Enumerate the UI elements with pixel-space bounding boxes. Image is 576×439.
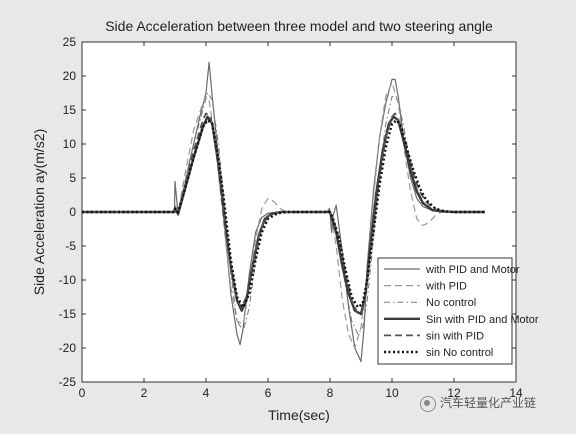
x-tick-label: 6 — [265, 386, 272, 400]
axis-ticks: 0 2 4 6 8 10 12 14 25 20 15 10 5 0 -5 -10 -15 -20 -25 — [59, 35, 523, 400]
y-tick-label: 25 — [63, 35, 77, 49]
y-tick-label: 0 — [69, 205, 76, 219]
y-tick-label: -10 — [59, 273, 77, 287]
y-tick-label: -5 — [65, 239, 76, 253]
y-tick-label: 15 — [63, 103, 77, 117]
legend-label: sin No control — [426, 347, 493, 359]
legend-label: with PID and Motor — [425, 264, 520, 276]
watermark-text: 汽车轻量化产业链 — [440, 396, 537, 410]
y-axis-label: Side Acceleration ay(m/s2) — [31, 129, 47, 296]
x-tick-label: 2 — [141, 386, 148, 400]
x-tick-label: 8 — [327, 386, 334, 400]
series-group — [82, 61, 485, 363]
series-line — [82, 112, 485, 315]
x-tick-label: 10 — [385, 386, 399, 400]
legend-label: sin with PID — [426, 330, 484, 342]
legend-label: with PID — [425, 281, 467, 293]
x-tick-label: 0 — [79, 386, 86, 400]
x-tick-label: 4 — [203, 386, 210, 400]
legend-label: No control — [426, 297, 476, 309]
watermark: 汽车轻量化产业链 — [420, 394, 536, 412]
wechat-bubble-icon — [420, 395, 436, 412]
y-tick-label: -20 — [59, 341, 77, 355]
legend-box — [377, 257, 513, 365]
y-tick-label: 5 — [69, 171, 76, 185]
y-tick-label: 20 — [63, 69, 77, 83]
x-tick-label: 14 — [509, 386, 523, 400]
chart-title: Side Acceleration between three model an… — [105, 18, 493, 34]
series-line — [82, 115, 485, 316]
series-line — [82, 118, 485, 309]
y-tick-label: -15 — [59, 307, 77, 321]
y-tick-label: 10 — [63, 137, 77, 151]
legend: with PID and Motor with PID No control Sin … — [377, 257, 539, 365]
x-axis-label: Time(sec) — [268, 407, 330, 423]
y-tick-label: -25 — [59, 375, 77, 389]
legend-label: Sin with PID and Motor — [426, 314, 539, 326]
series-line — [82, 61, 485, 363]
x-tick-label: 12 — [447, 386, 461, 400]
